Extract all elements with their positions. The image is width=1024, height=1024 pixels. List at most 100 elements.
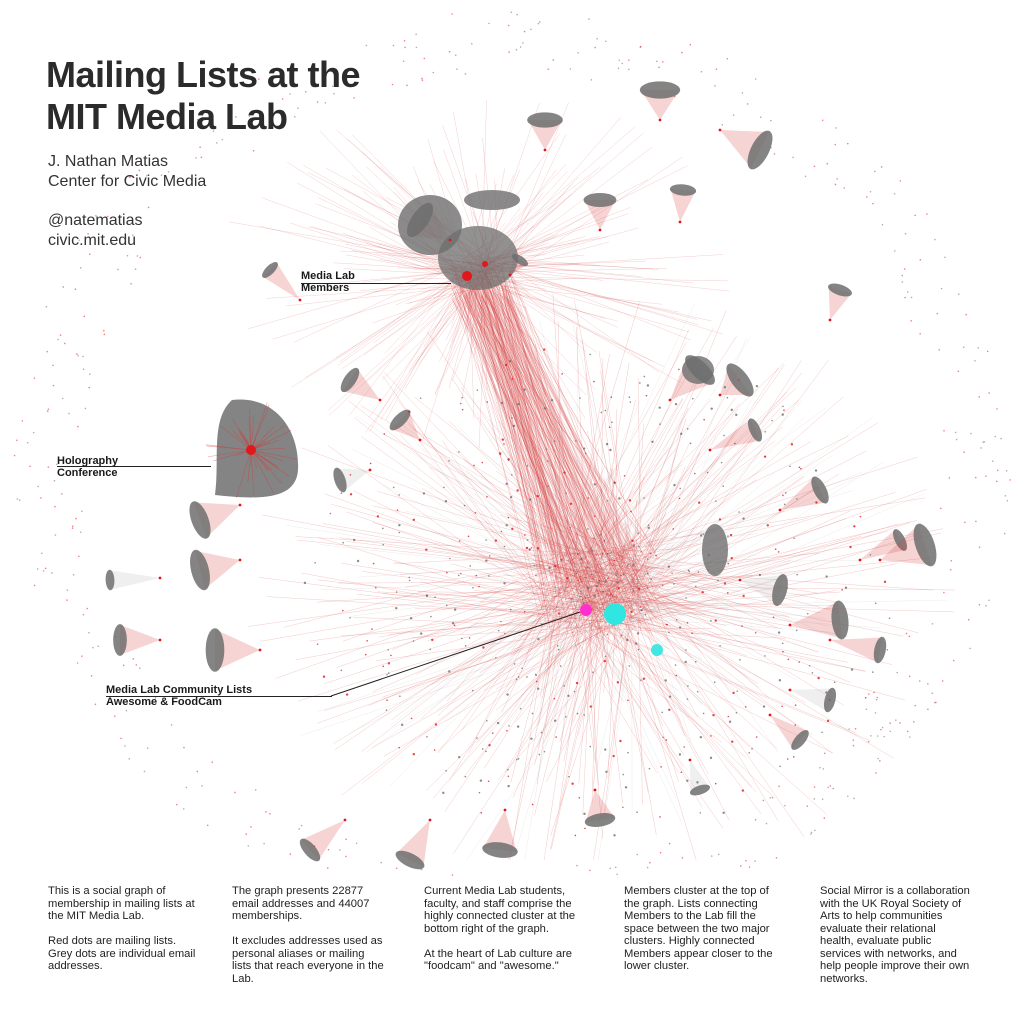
edge — [509, 523, 608, 571]
isolated-node — [432, 71, 435, 74]
isolated-node — [547, 68, 550, 70]
graph-node — [778, 679, 782, 682]
isolated-node — [530, 28, 532, 31]
graph-node — [825, 691, 828, 694]
graph-node — [828, 698, 831, 702]
edge — [613, 584, 851, 683]
graph-node — [826, 719, 830, 723]
graph-node — [786, 758, 789, 760]
isolated-node — [889, 730, 891, 733]
graph-node — [622, 773, 625, 776]
isolated-node — [537, 22, 540, 25]
graph-node — [687, 685, 689, 687]
graph-node — [655, 554, 657, 557]
graph-node — [472, 586, 474, 589]
isolated-node — [421, 79, 424, 82]
graph-node — [627, 563, 630, 565]
edge — [558, 342, 687, 569]
isolated-node — [160, 174, 163, 176]
isolated-node — [182, 808, 185, 810]
edge — [442, 440, 563, 625]
edge — [462, 497, 597, 551]
isolated-node — [784, 804, 786, 807]
graph-node — [691, 632, 693, 635]
edge — [589, 440, 776, 578]
edge — [328, 271, 484, 416]
edge — [592, 557, 653, 592]
graph-node — [529, 498, 532, 501]
graph-node — [605, 770, 608, 774]
edge — [543, 551, 590, 861]
edge — [634, 522, 911, 616]
edge — [492, 266, 660, 612]
graph-node — [638, 545, 640, 548]
isolated-node — [732, 114, 735, 116]
edge — [636, 563, 643, 805]
mailing-list-node — [378, 398, 382, 402]
edge — [572, 626, 722, 743]
edge — [639, 599, 892, 665]
isolated-node — [628, 68, 630, 71]
edge — [499, 275, 627, 576]
edge — [586, 431, 618, 559]
isolated-node — [88, 253, 91, 256]
edge — [458, 282, 604, 634]
edge — [591, 407, 827, 579]
edge — [626, 497, 732, 591]
edge — [473, 297, 578, 557]
graph-node — [445, 604, 448, 607]
isolated-node — [454, 54, 457, 56]
graph-node — [591, 549, 594, 552]
isolated-node — [293, 115, 296, 118]
isolated-node — [940, 287, 943, 290]
graph-node — [560, 558, 563, 561]
edge — [599, 551, 662, 596]
edge — [608, 527, 611, 573]
member-cluster — [262, 262, 278, 278]
edge — [483, 272, 567, 436]
isolated-node — [175, 803, 178, 806]
edge — [637, 367, 779, 577]
mailing-list-node — [368, 468, 372, 472]
isolated-node — [114, 715, 116, 717]
graph-node — [694, 359, 697, 361]
description-4-para-1: Members cluster at the top of the graph.… — [624, 885, 773, 972]
edge — [479, 263, 648, 563]
edge — [605, 561, 792, 621]
edge — [476, 281, 545, 562]
website-link[interactable]: civic.mit.edu — [48, 232, 137, 249]
list-fan — [527, 120, 563, 150]
isolated-node — [76, 353, 78, 355]
edge — [503, 294, 625, 577]
mailing-list-node — [448, 238, 452, 242]
isolated-node — [927, 708, 929, 711]
isolated-node — [941, 680, 944, 682]
edge — [484, 276, 729, 282]
isolated-node — [940, 507, 942, 510]
edge — [546, 558, 626, 590]
isolated-node — [846, 142, 849, 145]
edge — [467, 290, 569, 596]
edge — [573, 601, 955, 613]
edge — [554, 461, 560, 600]
isolated-node — [918, 680, 921, 682]
graph-node — [730, 557, 733, 560]
graph-node — [499, 452, 502, 455]
graph-node — [685, 597, 687, 599]
isolated-node — [616, 873, 618, 876]
isolated-node — [835, 127, 837, 129]
isolated-node — [745, 859, 747, 862]
edge — [485, 331, 571, 568]
edge — [442, 588, 620, 610]
isolated-node — [135, 664, 138, 666]
isolated-node — [681, 857, 684, 859]
edge — [464, 266, 551, 610]
graph-node — [480, 812, 483, 814]
edge — [462, 271, 618, 577]
edge — [262, 514, 635, 586]
isolated-node — [316, 101, 319, 103]
edge — [564, 466, 605, 558]
edge — [642, 428, 764, 575]
edge — [578, 604, 594, 784]
graph-node — [589, 353, 591, 356]
